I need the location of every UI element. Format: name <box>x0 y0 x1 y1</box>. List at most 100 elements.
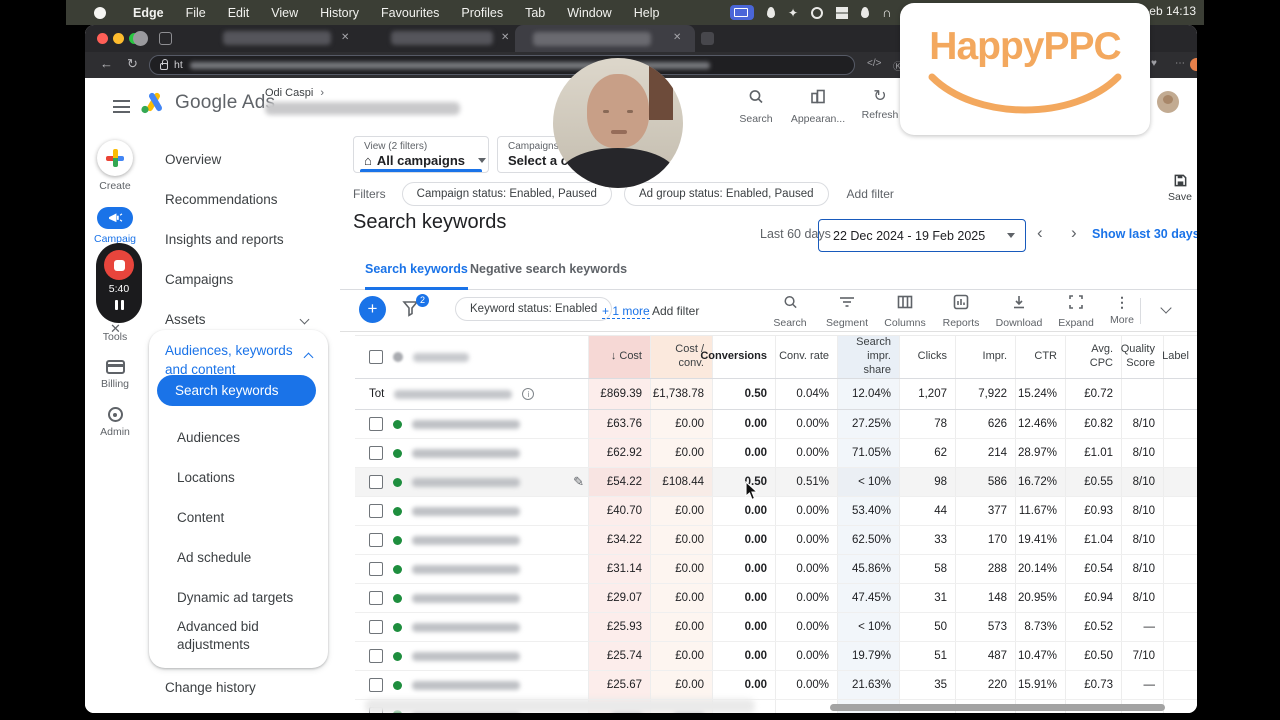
section-title[interactable]: Audiences, keywords and content <box>165 343 293 377</box>
sidebar-item-content[interactable]: Content <box>177 510 225 525</box>
menu-file[interactable]: File <box>185 5 206 20</box>
header-label-col[interactable]: Label <box>1162 336 1197 378</box>
headphones-icon[interactable]: ∩ <box>882 5 892 20</box>
close-window-button[interactable] <box>97 33 108 44</box>
dev-extension-icon[interactable]: </> <box>867 58 882 69</box>
add-keyword-button[interactable]: + <box>359 296 386 323</box>
settings-icon[interactable] <box>811 6 824 19</box>
info-icon[interactable]: i <box>522 388 535 400</box>
header-refresh-button[interactable]: ↻ Refresh <box>850 88 910 121</box>
table-row[interactable]: ✎ £25.93 £0.00 0.00 0.00% < 10% 50 573 8… <box>355 613 1197 642</box>
menu-view[interactable]: View <box>271 5 299 20</box>
account-switcher[interactable]: Odi Caspi › <box>265 87 324 99</box>
header-ctr[interactable]: CTR <box>1015 336 1065 378</box>
rail-campaigns-button[interactable]: Campaig <box>85 207 145 245</box>
sidebar-item-locations[interactable]: Locations <box>177 470 235 485</box>
browser-tab-redacted[interactable] <box>223 31 331 45</box>
keyword-cell[interactable]: ✎ <box>355 497 588 525</box>
sidebar-item-ad-schedule[interactable]: Ad schedule <box>177 550 252 565</box>
extension-icon[interactable] <box>159 32 172 45</box>
browser-more-icon[interactable]: ⋯ <box>1175 58 1185 69</box>
browser-tab-active[interactable]: ✕ <box>515 25 695 52</box>
pause-recording-button[interactable] <box>114 300 124 310</box>
toolbar-search-button[interactable]: Search <box>761 294 819 329</box>
horizontal-scrollbar[interactable] <box>830 704 1165 711</box>
menu-tab[interactable]: Tab <box>525 5 546 20</box>
more-filters-link[interactable]: + 1 more <box>602 304 650 319</box>
row-checkbox[interactable] <box>369 678 383 692</box>
row-checkbox[interactable] <box>369 620 383 634</box>
keyword-cell[interactable]: ✎ <box>355 642 588 670</box>
previous-period-button[interactable]: ‹ <box>1037 223 1043 242</box>
browser-account-icon[interactable] <box>1190 58 1197 71</box>
toolbar-more-button[interactable]: ⋮ More <box>1093 294 1151 326</box>
tab-close-icon[interactable]: ✕ <box>341 32 350 43</box>
collapse-toolbar-chevron[interactable] <box>1160 302 1172 314</box>
table-row[interactable]: ✎ £25.74 £0.00 0.00 0.00% 19.79% 51 487 … <box>355 642 1197 671</box>
rail-billing-button[interactable]: Billing <box>85 360 145 390</box>
row-checkbox[interactable] <box>369 504 383 518</box>
menu-favourites[interactable]: Favourites <box>381 5 440 20</box>
tab-negative-search-keywords[interactable]: Negative search keywords <box>470 262 628 276</box>
browser-tab-redacted[interactable] <box>391 31 493 45</box>
sidebar-item-dynamic-ad-targets[interactable]: Dynamic ad targets <box>177 590 294 605</box>
refresh-icon[interactable]: ↻ <box>127 56 138 71</box>
row-checkbox[interactable] <box>369 562 383 576</box>
row-checkbox[interactable] <box>369 649 383 663</box>
add-filter-link[interactable]: Add filter <box>846 187 894 201</box>
toolbar-segment-button[interactable]: Segment <box>818 294 876 329</box>
menu-edge[interactable]: Edge <box>133 5 164 20</box>
screen-record-indicator-icon[interactable] <box>730 5 754 20</box>
keyword-cell[interactable]: ✎ <box>355 671 588 699</box>
sidebar-item-overview[interactable]: Overview <box>165 152 222 167</box>
apple-logo-icon[interactable] <box>94 6 106 19</box>
droplet-icon[interactable] <box>767 7 775 18</box>
address-bar[interactable]: ht <box>149 55 855 75</box>
header-search-button[interactable]: Search <box>726 88 786 125</box>
header-quality-score[interactable]: Quality Score <box>1121 336 1163 378</box>
menu-history[interactable]: History <box>320 5 360 20</box>
menu-profiles[interactable]: Profiles <box>461 5 504 20</box>
row-checkbox[interactable] <box>369 417 383 431</box>
show-last-30-days-link[interactable]: Show last 30 days <box>1092 227 1197 241</box>
grid-icon[interactable] <box>836 6 849 19</box>
sidebar-item-search-keywords[interactable]: Search keywords <box>157 375 316 406</box>
toolbar-reports-button[interactable]: Reports <box>932 294 990 329</box>
table-row[interactable]: ✎ £29.07 £0.00 0.00 0.00% 47.45% 31 148 … <box>355 584 1197 613</box>
keyword-cell[interactable]: ✎ <box>355 526 588 554</box>
table-row[interactable]: ✎ £25.67 £0.00 0.00 0.00% 21.63% 35 220 … <box>355 671 1197 700</box>
next-period-button[interactable]: › <box>1071 223 1077 242</box>
keyword-status-chip[interactable]: Keyword status: Enabled <box>455 297 613 321</box>
menu-window[interactable]: Window <box>567 5 612 20</box>
header-avg-cpc[interactable]: Avg. CPC <box>1065 336 1121 378</box>
edit-pencil-icon[interactable]: ✎ <box>573 474 584 489</box>
toolbar-download-button[interactable]: Download <box>990 294 1048 329</box>
hamburger-menu-icon[interactable] <box>113 100 130 113</box>
k-extension-icon[interactable]: Ⓚ <box>893 62 903 73</box>
header-clicks[interactable]: Clicks <box>899 336 955 378</box>
back-icon[interactable]: ← <box>100 56 113 71</box>
row-checkbox[interactable] <box>369 446 383 460</box>
keyword-cell[interactable]: ✎ <box>355 555 588 583</box>
save-button[interactable]: Save <box>1158 173 1197 203</box>
menu-edit[interactable]: Edit <box>227 5 250 20</box>
rail-create-button[interactable]: Create <box>85 140 145 192</box>
keyword-cell[interactable]: ✎ <box>355 468 588 496</box>
tab-search-keywords[interactable]: Search keywords <box>365 262 468 290</box>
sidebar-item-advanced-bid-adjustments[interactable]: Advanced bid adjustments <box>177 619 259 653</box>
shield-icon[interactable]: ✦ <box>788 5 799 20</box>
sidebar-item-recommendations[interactable]: Recommendations <box>165 192 278 207</box>
header-cost[interactable]: ↓ Cost <box>588 336 650 378</box>
minimize-window-button[interactable] <box>113 33 124 44</box>
keyword-cell[interactable]: ✎ <box>355 613 588 641</box>
sidebar-item-audiences[interactable]: Audiences <box>177 430 241 445</box>
table-row[interactable]: ✎ £62.92 £0.00 0.00 0.00% 71.05% 62 214 … <box>355 439 1197 468</box>
droplet-icon-2[interactable] <box>861 7 870 18</box>
browser-profile-avatar[interactable] <box>133 31 148 46</box>
keyword-cell[interactable]: ✎ <box>355 584 588 612</box>
sidebar-item-assets[interactable]: Assets <box>145 300 340 485</box>
sidebar-item-insights[interactable]: Insights and reports <box>145 220 340 325</box>
sidebar-item-campaigns[interactable]: Campaigns <box>145 260 340 405</box>
toolbar-columns-button[interactable]: Columns <box>876 294 934 329</box>
tab-close-icon[interactable]: ✕ <box>673 32 682 43</box>
